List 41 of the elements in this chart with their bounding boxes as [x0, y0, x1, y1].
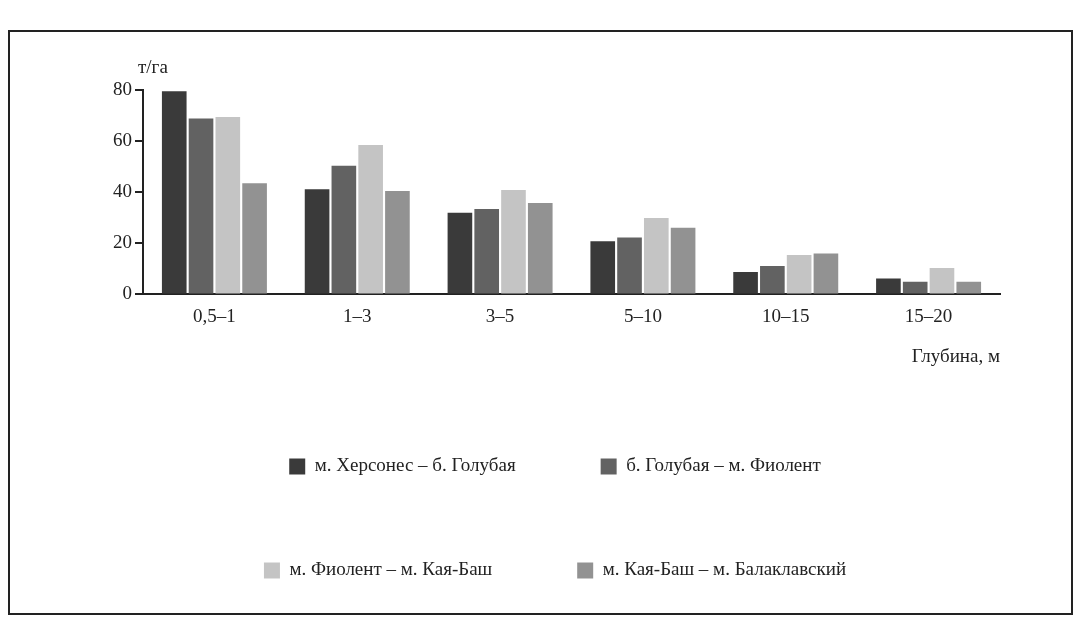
bar [501, 189, 526, 294]
bar [304, 189, 330, 294]
bar [733, 271, 758, 294]
y-tick-label: 60 [113, 129, 132, 151]
legend-label: м. Херсонес – б. Голубая [314, 454, 516, 476]
x-tick-label: 10–15 [762, 304, 810, 326]
bar [188, 118, 214, 294]
bar [813, 253, 839, 294]
bar [358, 144, 383, 294]
x-axis-title: Глубина, м [911, 344, 1000, 366]
y-tick-label: 20 [113, 231, 132, 253]
y-tick-label: 80 [113, 77, 132, 99]
bar [617, 237, 642, 294]
bar [786, 255, 812, 294]
legend-label: б. Голубая – м. Фиолент [626, 454, 822, 476]
bar [902, 281, 928, 294]
legend-label: м. Кая-Баш – м. Балаклавский [602, 558, 847, 580]
bar [527, 202, 553, 294]
bar [956, 281, 982, 294]
x-tick-label: 3–5 [485, 304, 515, 326]
bar [670, 227, 696, 294]
bar [643, 218, 669, 294]
bar [242, 183, 267, 294]
legend-label: м. Фиолент – м. Кая-Баш [289, 558, 493, 580]
bar [447, 212, 473, 294]
bar [474, 209, 500, 294]
bar [929, 268, 955, 294]
y-tick-label: 40 [113, 180, 132, 202]
bar [331, 165, 357, 294]
x-tick-label: 1–3 [343, 304, 372, 326]
x-tick-label: 0,5–1 [193, 304, 236, 326]
bar [760, 266, 785, 294]
y-tick-label: 0 [122, 282, 132, 304]
bar [161, 91, 187, 294]
x-tick-label: 15–20 [904, 304, 953, 326]
x-tick-label: 5–10 [623, 304, 662, 326]
bar [876, 278, 901, 294]
bar [590, 241, 616, 294]
bar [215, 117, 241, 294]
bar [385, 190, 410, 294]
y-axis-title: т/га [138, 56, 169, 78]
